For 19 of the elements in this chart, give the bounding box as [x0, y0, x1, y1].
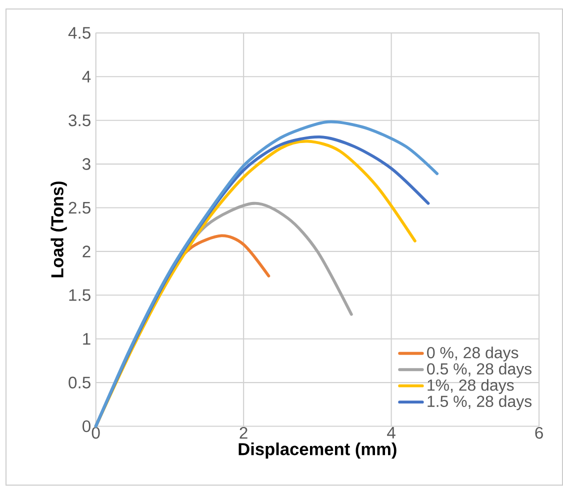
- y-tick-label: 2.5: [68, 202, 90, 214]
- y-axis-title: Load (Tons): [50, 182, 67, 278]
- y-tick-label: 1: [83, 333, 90, 345]
- y-tick-label: 4.5: [68, 27, 90, 39]
- y-tick-label: 2: [82, 246, 90, 258]
- legend-label: 0.5 %, 28 days: [427, 362, 532, 378]
- y-tick-label: 3: [82, 158, 90, 170]
- legend-label: 1.5 %, 28 days: [428, 395, 532, 410]
- x-tick-label: 4: [387, 426, 396, 438]
- x-axis-title: Displacement (mm): [238, 442, 396, 459]
- legend-label: 0 %, 28 days: [427, 346, 518, 362]
- y-tick-label: 3.5: [68, 114, 90, 126]
- y-tick-label: 1.5: [69, 289, 90, 301]
- y-tick-label: 0.5: [68, 376, 90, 388]
- legend-label: 1%, 28 days: [428, 379, 514, 394]
- x-tick-label: 2: [240, 426, 248, 439]
- x-tick-label: 6: [535, 426, 543, 439]
- y-tick-label: 4: [82, 70, 91, 82]
- x-tick-label: 0: [92, 426, 100, 439]
